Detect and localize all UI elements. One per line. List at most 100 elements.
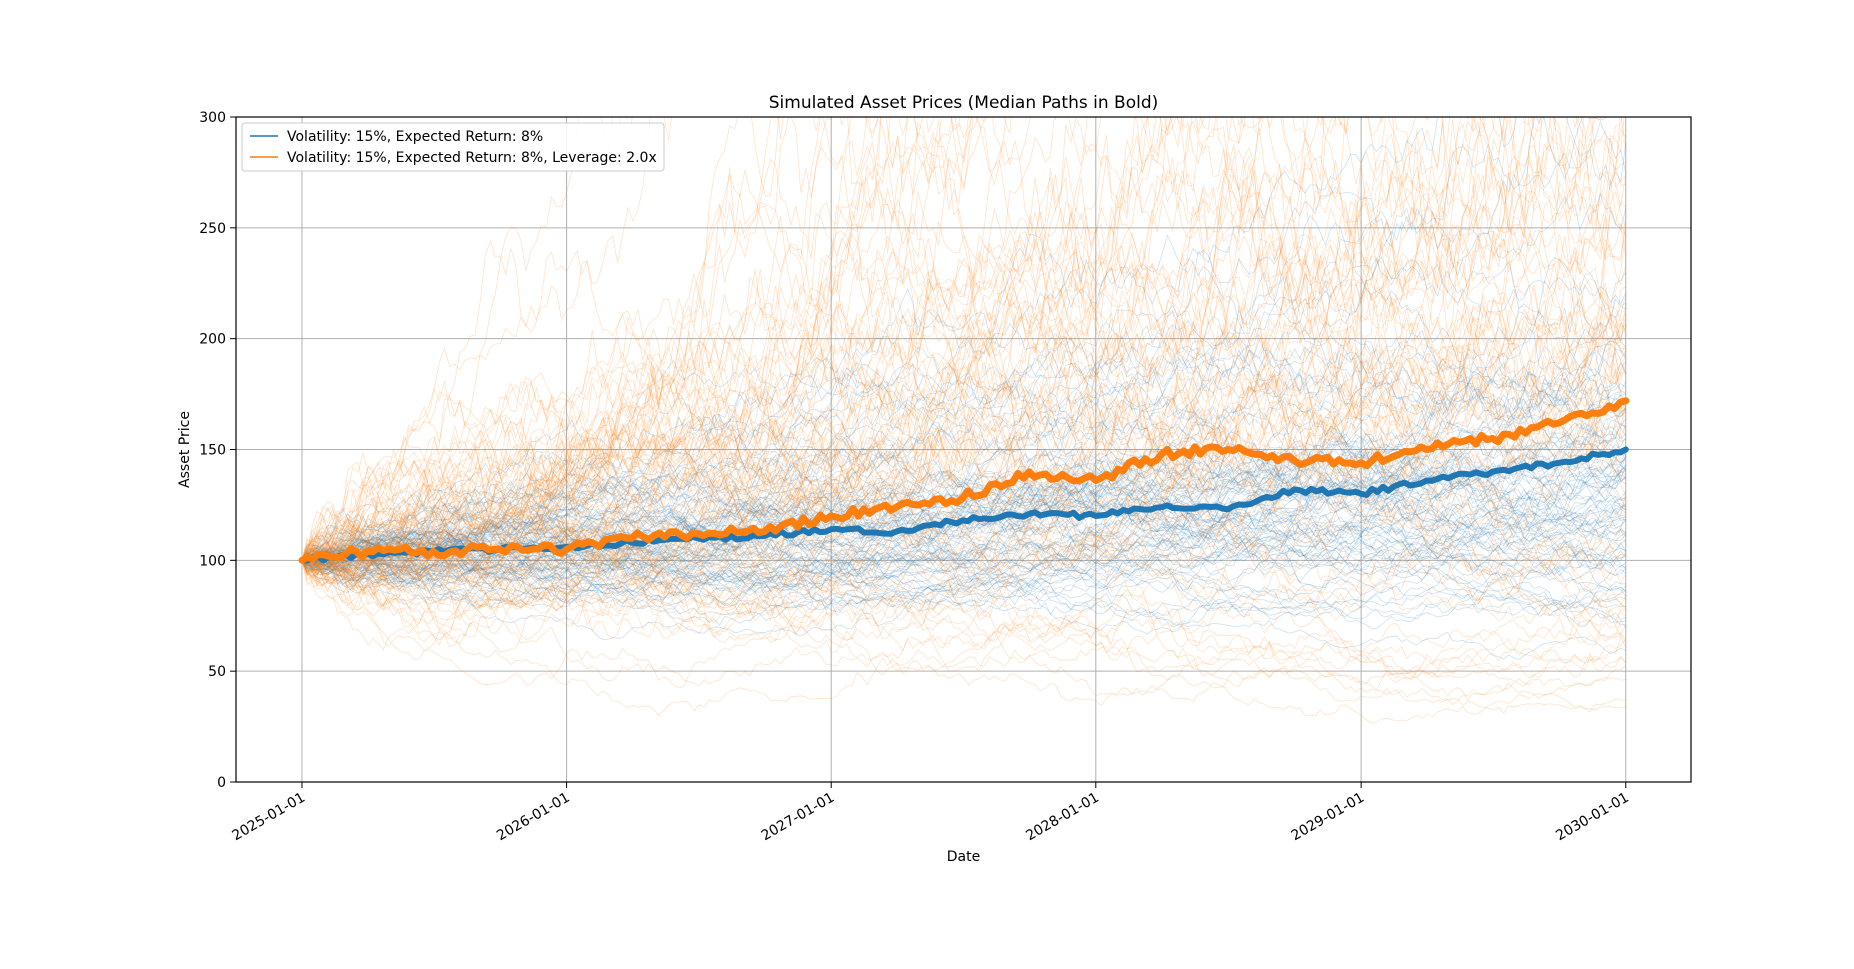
simulated-path (301, 464, 1627, 612)
simulated-path (301, 397, 1627, 563)
simulated-path (301, 359, 1627, 584)
x-tick-label: 2026-01-01 (494, 790, 572, 845)
simulated-path (301, 117, 1627, 563)
simulated-path (301, 137, 1627, 612)
simulated-path (301, 117, 1594, 569)
simulated-path (301, 117, 972, 592)
simulated-path (301, 117, 879, 610)
simulated-path (301, 395, 1627, 568)
simulated-path (301, 521, 1626, 618)
simulated-path (301, 278, 1627, 561)
simulated-path (301, 214, 1627, 561)
simulated-path (301, 117, 1055, 570)
simulated-path (301, 176, 1627, 566)
median-path-leveraged (298, 397, 1630, 564)
simulated-path (301, 337, 1627, 566)
legend-box (241, 122, 665, 172)
simulated-path (301, 314, 1626, 651)
simulated-path (301, 555, 1627, 716)
simulated-path (301, 117, 1337, 574)
simulated-path (301, 304, 1627, 653)
simulated-path (301, 414, 1626, 578)
simulated-path (301, 397, 1627, 614)
simulated-path (301, 117, 1602, 589)
simulated-path (301, 474, 1626, 701)
simulated-paths-layer (301, 117, 1627, 724)
simulated-path (301, 117, 1607, 569)
simulated-path (301, 499, 1626, 645)
simulated-path (301, 434, 1626, 666)
simulated-path (301, 528, 1626, 724)
simulated-path (301, 298, 1627, 604)
simulated-path (301, 117, 1626, 575)
simulated-path (301, 512, 1627, 600)
x-tick-label: 2029-01-01 (1289, 790, 1367, 845)
simulated-path (301, 117, 672, 561)
simulated-path (301, 503, 1626, 598)
simulated-path (301, 448, 1626, 590)
simulated-path (301, 117, 633, 566)
chart-title: Simulated Asset Prices (Median Paths in … (769, 93, 1159, 113)
y-tick-label: 0 (217, 775, 226, 791)
simulated-path (301, 117, 989, 588)
simulated-path (301, 292, 1627, 589)
y-tick-label: 250 (199, 221, 226, 237)
simulated-path (301, 117, 1625, 687)
simulated-path (301, 404, 1626, 608)
simulated-path (301, 117, 1007, 561)
x-axis-title: Date (947, 849, 980, 865)
simulated-path (301, 411, 1627, 687)
simulated-path (301, 356, 1626, 565)
simulated-path (301, 117, 1627, 561)
simulated-path (301, 294, 1627, 578)
simulated-path (301, 442, 1626, 566)
simulated-path (301, 512, 1627, 707)
simulated-path (301, 448, 1627, 605)
simulated-path (301, 496, 1627, 577)
simulated-path (301, 232, 1626, 653)
simulated-path (301, 560, 1627, 706)
simulated-path (301, 117, 1350, 571)
legend: Volatility: 15%, Expected Return: 8% Vol… (241, 122, 665, 172)
simulated-path (301, 329, 1627, 606)
simulated-path (301, 329, 1627, 596)
simulated-path (301, 517, 1627, 620)
simulated-path (301, 444, 1627, 604)
simulated-path (301, 487, 1626, 576)
simulated-path (301, 363, 1627, 580)
simulated-path (301, 329, 1627, 565)
simulated-path (301, 117, 1627, 578)
simulated-path (301, 452, 1627, 567)
x-axis: 2025-01-01 2026-01-01 2027-01-01 2028-01-01… (229, 782, 1632, 845)
simulated-path (301, 301, 1627, 574)
simulated-path (301, 117, 1627, 574)
simulated-path (301, 451, 1627, 608)
simulated-path (301, 491, 1627, 594)
simulated-path (301, 284, 1627, 572)
simulated-path (301, 331, 1627, 567)
simulated-path (301, 371, 1627, 590)
simulated-path (301, 143, 1626, 611)
simulated-path (301, 529, 1627, 593)
simulated-path (301, 556, 1626, 640)
y-tick-label: 100 (199, 553, 226, 569)
simulated-path (301, 379, 1627, 574)
simulated-path (301, 371, 1627, 596)
simulated-path (301, 454, 1626, 567)
simulated-path (301, 518, 1627, 606)
simulated-path (301, 360, 1627, 646)
simulated-path (301, 354, 1626, 596)
simulated-path (301, 117, 1621, 569)
simulated-path (301, 507, 1627, 608)
simulated-path (301, 523, 1627, 628)
simulated-path (301, 337, 1626, 590)
simulated-path (301, 464, 1627, 561)
simulated-path (301, 117, 1088, 580)
simulated-path (301, 311, 1627, 624)
simulated-path (301, 257, 1627, 562)
simulated-path (301, 454, 1626, 577)
simulated-path (301, 117, 1295, 609)
simulated-path (301, 163, 1627, 600)
simulated-path (301, 224, 1627, 572)
